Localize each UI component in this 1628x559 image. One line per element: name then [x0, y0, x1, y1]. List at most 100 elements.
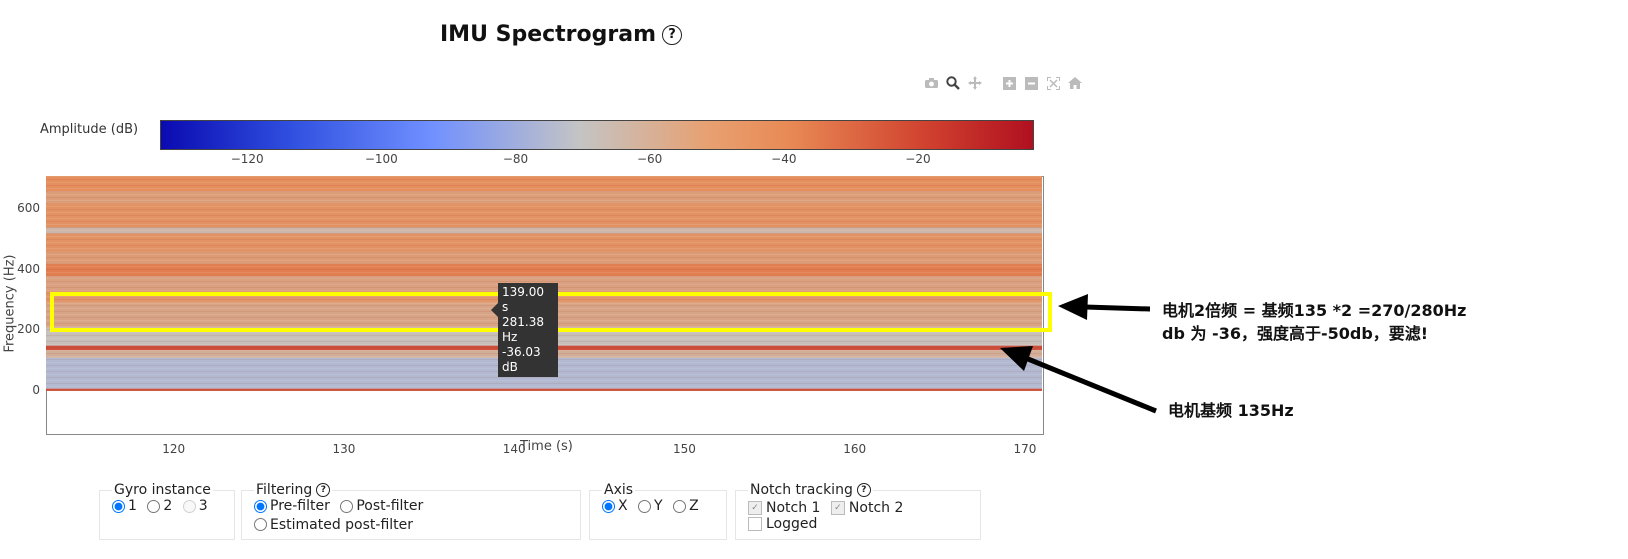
y-tick-label: 0 [32, 382, 40, 397]
heatmap-texture-line [46, 188, 1042, 189]
heatmap-texture-line [46, 275, 1042, 276]
notch-tracking-legend: Notch tracking? [748, 482, 873, 498]
heatmap-texture-line [46, 200, 1042, 201]
heatmap-texture-line [46, 185, 1042, 186]
heatmap-texture-line [46, 224, 1042, 225]
harmonic-annotation-line1: 电机2倍频 = 基频135 *2 =270/280Hz [1162, 301, 1467, 320]
heatmap-band [46, 227, 1042, 234]
heatmap-texture-line [46, 245, 1042, 246]
gyro-radio-1[interactable] [112, 499, 125, 513]
colorbar [160, 120, 1034, 150]
axis-option-y[interactable]: Y [638, 498, 663, 514]
heatmap-texture-line [46, 176, 1042, 177]
y-tick-label: 600 [17, 201, 40, 216]
heatmap-texture-line [46, 377, 1042, 378]
x-tick-label: 170 [1013, 442, 1037, 456]
axis-group: Axis X Y Z [589, 482, 727, 540]
heatmap-texture-line [46, 227, 1042, 228]
heatmap-texture-line [46, 209, 1042, 210]
colorbar-tick-label: −60 [636, 152, 663, 166]
heatmap-texture-line [46, 179, 1042, 180]
heatmap-texture-line [46, 215, 1042, 216]
gyro-option-2[interactable]: 2 [147, 498, 172, 514]
heatmap-texture-line [46, 239, 1042, 240]
zoom-out-icon[interactable] [1022, 74, 1040, 92]
heatmap-band [46, 176, 1042, 192]
page-title-text: IMU Spectrogram [440, 22, 657, 47]
axis-option-z[interactable]: Z [673, 498, 699, 514]
plot-modebar [922, 74, 1084, 92]
tooltip-time: 139.00 s [502, 285, 544, 314]
estimated-postfilter-option[interactable]: Estimated post-filter [254, 517, 413, 533]
gyro-instance-group: Gyro instance 1 2 3 [99, 482, 235, 540]
postfilter-option[interactable]: Post-filter [340, 498, 423, 514]
colorbar-tick-label: −120 [230, 152, 264, 166]
x-tick-label: 120 [162, 442, 186, 456]
heatmap-texture-line [46, 230, 1042, 231]
heatmap-texture-line [46, 254, 1042, 255]
heatmap-texture-line [46, 236, 1042, 237]
heatmap-texture-line [46, 257, 1042, 258]
estimated-postfilter-radio[interactable] [254, 518, 267, 531]
heatmap-texture-line [46, 212, 1042, 213]
gyro-instance-legend: Gyro instance [114, 482, 211, 498]
notch1-option: ✓ Notch 1 [748, 500, 820, 516]
axis-option-x[interactable]: X [602, 498, 628, 514]
autoscale-icon[interactable] [1044, 74, 1062, 92]
heatmap-texture-line [46, 194, 1042, 195]
heatmap-texture-line [46, 242, 1042, 243]
gyro-radio-2[interactable] [147, 499, 161, 513]
axis-radio-x[interactable] [602, 499, 615, 513]
camera-icon[interactable] [922, 74, 940, 92]
notch2-checkbox-icon: ✓ [830, 501, 845, 515]
gyro-radio-3 [182, 499, 196, 513]
heatmap-texture-line [46, 389, 1042, 390]
page-title: IMU Spectrogram? [440, 22, 683, 47]
heatmap-texture-line [46, 281, 1042, 282]
heatmap-texture-line [46, 248, 1042, 249]
notch-help-icon[interactable]: ? [856, 483, 871, 497]
reset-icon[interactable] [1066, 74, 1084, 92]
x-axis-label: Time (s) [520, 439, 573, 454]
heatmap-band [46, 263, 1042, 276]
axis-radio-z[interactable] [673, 499, 687, 513]
heatmap-band [46, 203, 1042, 228]
tooltip-frequency: 281.38 Hz [502, 315, 544, 344]
heatmap-texture-line [46, 380, 1042, 381]
gyro-option-1[interactable]: 1 [112, 498, 137, 514]
prefilter-radio[interactable] [254, 499, 267, 513]
notch1-checkbox-icon: ✓ [748, 501, 762, 515]
zoom-in-icon[interactable] [1000, 74, 1018, 92]
filtering-group: Filtering? Pre-filter Post-filter Estima… [241, 482, 581, 540]
y-axis-label: Frequency (Hz) [2, 254, 18, 353]
axis-radio-y[interactable] [638, 499, 652, 513]
help-icon[interactable]: ? [662, 25, 683, 45]
heatmap-band [46, 233, 1042, 252]
heatmap-texture-line [46, 233, 1042, 234]
pan-icon[interactable] [966, 74, 984, 92]
colorbar-tick-label: −20 [905, 152, 931, 166]
colorbar-label: Amplitude (dB) [40, 122, 139, 137]
heatmap-texture-line [46, 218, 1042, 219]
heatmap-texture-line [46, 221, 1042, 222]
y-tick-label: 200 [17, 322, 40, 337]
filtering-help-icon[interactable]: ? [316, 483, 331, 497]
fundamental-annotation: 电机基频 135Hz [1168, 401, 1294, 420]
prefilter-option[interactable]: Pre-filter [254, 498, 330, 514]
zoom-icon[interactable] [944, 74, 962, 92]
notch-tracking-group: Notch tracking? ✓ Notch 1 ✓ Notch 2 Logged [735, 482, 981, 540]
gyro-option-3: 3 [182, 498, 208, 514]
harmonic-arrow [1084, 304, 1151, 312]
harmonic-annotation-line2: db 为 -36，强度高于-50db，要滤! [1162, 324, 1429, 343]
heatmap-texture-line [46, 203, 1042, 204]
x-tick-label: 150 [673, 442, 696, 456]
postfilter-radio[interactable] [340, 499, 354, 513]
axis-legend: Axis [604, 482, 634, 498]
heatmap-texture-line [46, 182, 1042, 183]
heatmap-texture-line [46, 386, 1042, 387]
heatmap-texture-line [46, 272, 1042, 273]
heatmap-texture-line [46, 191, 1042, 192]
fundamental-arrow [1027, 356, 1157, 414]
heatmap-texture-line [46, 251, 1042, 252]
heatmap-texture-line [46, 206, 1042, 207]
